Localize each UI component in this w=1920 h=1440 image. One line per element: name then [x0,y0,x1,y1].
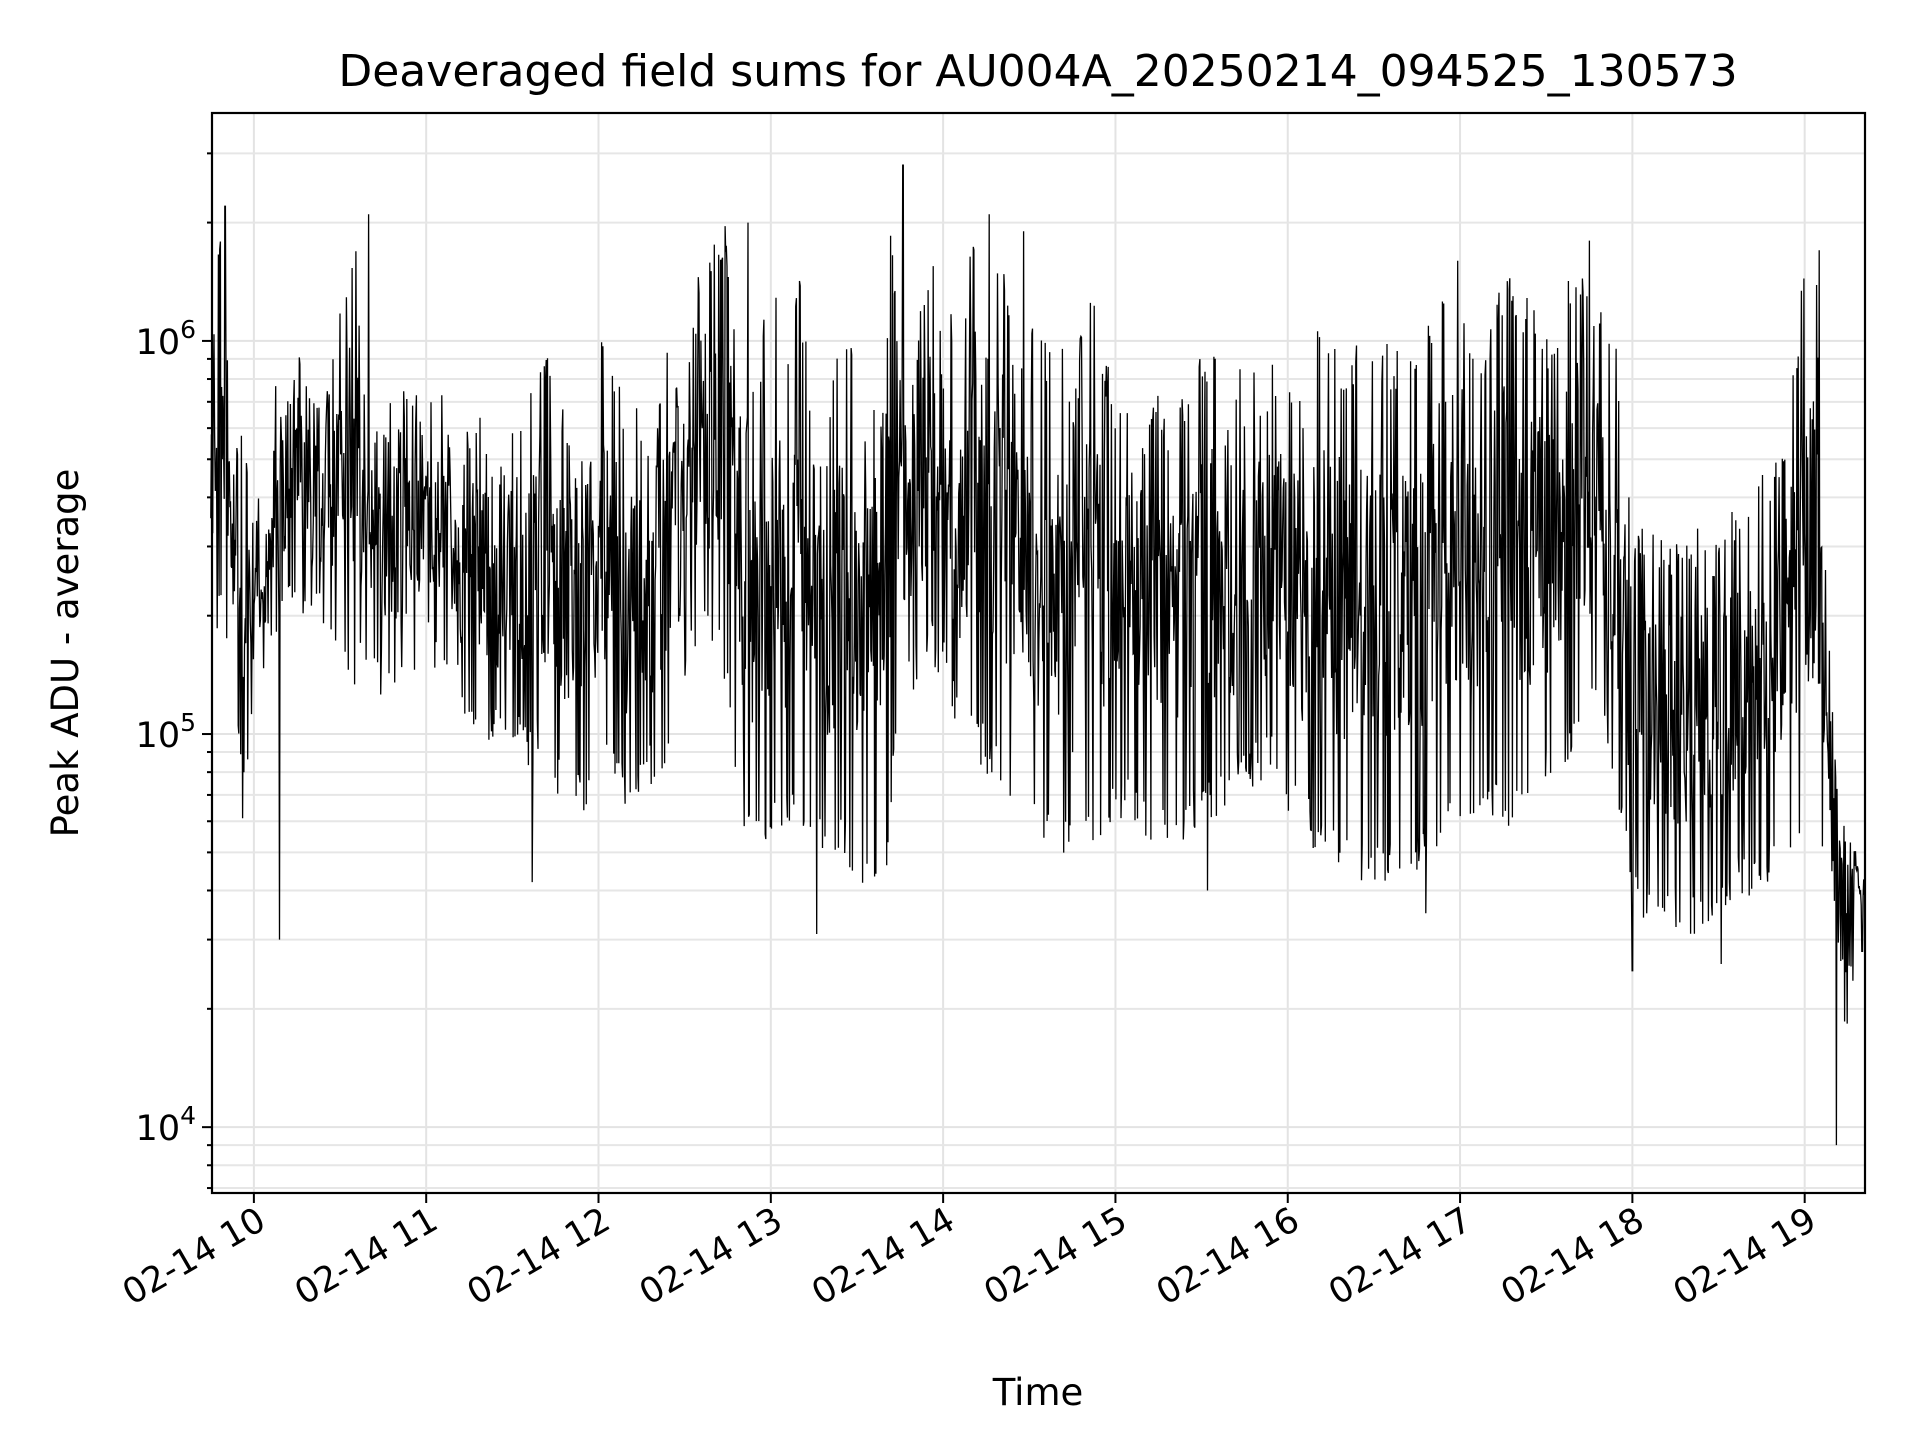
y-tick-label-exponent: 6 [180,315,196,344]
series-group [210,164,1866,1146]
y-tick-label: 104 [136,1101,196,1149]
y-tick-label-base: 10 [136,1109,181,1149]
y-tick-label: 106 [136,315,196,363]
y-tick-label-base: 10 [136,716,181,756]
x-axis-label: Time [992,1371,1084,1414]
series-line [210,164,1866,1146]
y-tick-label-exponent: 5 [180,708,196,737]
y-tick-label-exponent: 4 [180,1101,196,1130]
chart-title: Deaveraged field sums for AU004A_2025021… [338,46,1737,97]
y-tick-label-base: 10 [136,323,181,363]
y-axis-label: Peak ADU - average [44,469,87,838]
plot-frame [210,111,1867,1195]
y-tick-label: 105 [136,708,196,756]
